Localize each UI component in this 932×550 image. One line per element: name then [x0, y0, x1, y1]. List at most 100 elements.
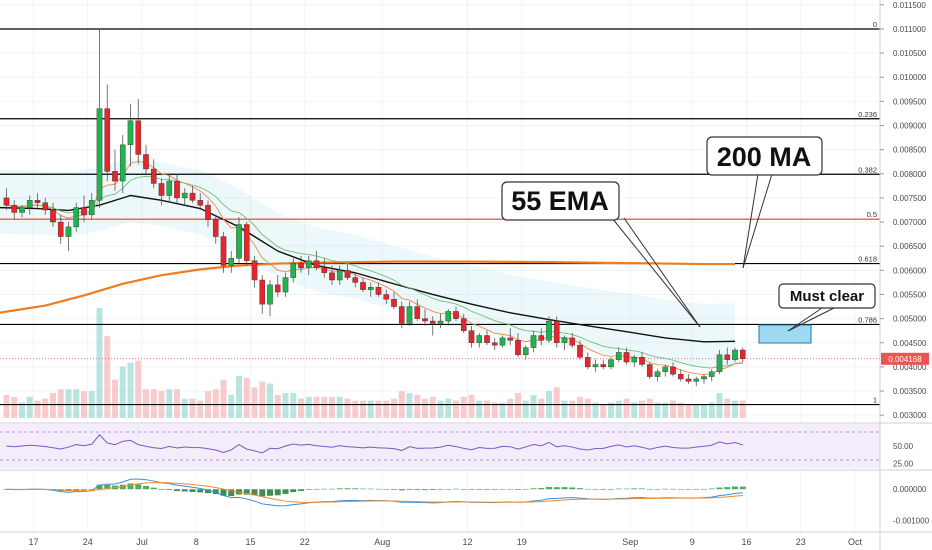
candle-body	[499, 337, 506, 346]
macd-histogram-bar	[375, 488, 382, 490]
price-tick-label: 0.010500	[893, 49, 927, 58]
candle-body	[274, 284, 281, 293]
volume-bar	[476, 400, 483, 418]
macd-histogram-bar	[414, 489, 421, 491]
fib-label: 0.618	[858, 255, 877, 264]
candle-body	[150, 168, 157, 184]
macd-histogram-bar	[646, 488, 653, 490]
candle-body	[143, 154, 149, 170]
macd-histogram-bar	[406, 489, 413, 490]
price-tick-label: 0.004500	[893, 339, 927, 348]
date-tick-label: 15	[245, 537, 255, 547]
candle-body	[491, 342, 498, 346]
macd-histogram-bar	[468, 489, 475, 490]
candle-body	[96, 108, 103, 201]
macd-histogram-bar	[259, 489, 266, 497]
candle-body	[453, 311, 459, 319]
volume-bar	[654, 402, 661, 418]
volume-bar	[739, 400, 746, 418]
volume-bar	[50, 393, 56, 418]
macd-histogram-bar	[522, 489, 529, 490]
macd-histogram-bar	[701, 488, 707, 490]
date-tick-label: 17	[28, 537, 38, 547]
macd-histogram-bar	[677, 489, 684, 490]
callout-200-ma: 200 MA	[706, 136, 823, 269]
candle-body	[329, 272, 335, 281]
macd-histogram-bar	[336, 488, 343, 490]
callout-55-ema-label: 55 EMA	[511, 186, 609, 216]
volume-bar	[57, 389, 64, 418]
candle-body	[344, 270, 351, 278]
rsi-tick-label: 50.00	[893, 442, 914, 451]
candle-body	[631, 357, 638, 363]
macd-histogram-bar	[73, 489, 80, 491]
volume-bar	[274, 394, 281, 418]
macd-histogram-bar	[739, 486, 746, 490]
volume-bar	[104, 336, 111, 418]
macd-histogram-bar	[352, 488, 359, 490]
candle-body	[391, 299, 397, 307]
macd-histogram-bar	[577, 488, 583, 490]
macd-histogram-bar	[732, 486, 738, 490]
candle-body	[236, 224, 242, 259]
macd-histogram-bar	[290, 489, 297, 493]
candle-body	[367, 287, 374, 290]
candle-body	[708, 371, 715, 377]
macd-histogram-bar	[608, 489, 614, 490]
macd-tick-label: -0.001000	[893, 517, 930, 526]
candle-body	[716, 354, 723, 372]
macd-histogram-bar	[282, 489, 289, 494]
volume-bar	[127, 362, 134, 418]
price-tick-label: 0.003000	[893, 411, 927, 420]
macd-histogram-bar	[205, 489, 211, 494]
candle-body	[569, 337, 576, 346]
volume-bar	[515, 393, 521, 418]
macd-histogram-bar	[189, 489, 196, 492]
candle-body	[685, 378, 692, 382]
price-tick-label: 0.009000	[893, 122, 927, 131]
volume-bar	[243, 377, 250, 418]
volume-bar	[282, 393, 289, 418]
volume-bar	[329, 396, 335, 418]
callout-must-clear: Must clear	[778, 283, 876, 332]
macd-histogram-bar	[631, 488, 638, 490]
macd-histogram-bar	[685, 489, 692, 490]
candle-body	[212, 219, 219, 237]
volume-bar	[119, 366, 126, 418]
fibonacci-levels: 0 0.236 0.382 0.5 0.618 0.786 1	[0, 20, 880, 406]
fib-label: 0.236	[858, 110, 877, 119]
macd-histogram-bar	[135, 484, 142, 490]
volume-bar	[321, 396, 328, 418]
price-axis: 0.011500 0.011000 0.010500 0.010000 0.009500…	[880, 1, 927, 420]
candle-body	[19, 207, 25, 213]
volume-bar	[11, 396, 18, 418]
ema-mid-line	[6, 175, 743, 369]
fib-label: 0	[873, 20, 877, 29]
volume-bar	[468, 394, 475, 418]
candle-body	[677, 373, 684, 380]
volume-bar	[553, 387, 560, 418]
macd-histogram-bar	[383, 489, 390, 490]
volume-bar	[445, 398, 452, 418]
candle-body	[437, 320, 444, 324]
candle-body	[522, 347, 529, 356]
macd-histogram-bar	[460, 489, 467, 490]
candlesticks	[3, 28, 746, 387]
date-axis: 17 24 Jul 8 15 22 Aug 12 19 Sep 9 16 23 Oct	[28, 537, 862, 547]
candle-body	[305, 260, 312, 269]
macd-histogram-bar	[81, 489, 87, 490]
volume-bar	[65, 389, 72, 418]
price-tick-label: 0.008000	[893, 170, 927, 179]
candle-body	[530, 335, 537, 348]
volume-bar	[615, 400, 622, 418]
macd-histogram-bar	[639, 488, 645, 490]
volume-bar	[26, 396, 33, 418]
volume-bar	[584, 398, 591, 418]
volume-bar	[530, 394, 537, 418]
target-zone-box	[758, 324, 812, 344]
macd-histogram-bar	[88, 489, 95, 490]
candle-body	[615, 352, 622, 360]
fib-label: 1	[873, 396, 877, 405]
macd-histogram-bar	[243, 489, 250, 495]
volume-bar	[646, 398, 653, 418]
